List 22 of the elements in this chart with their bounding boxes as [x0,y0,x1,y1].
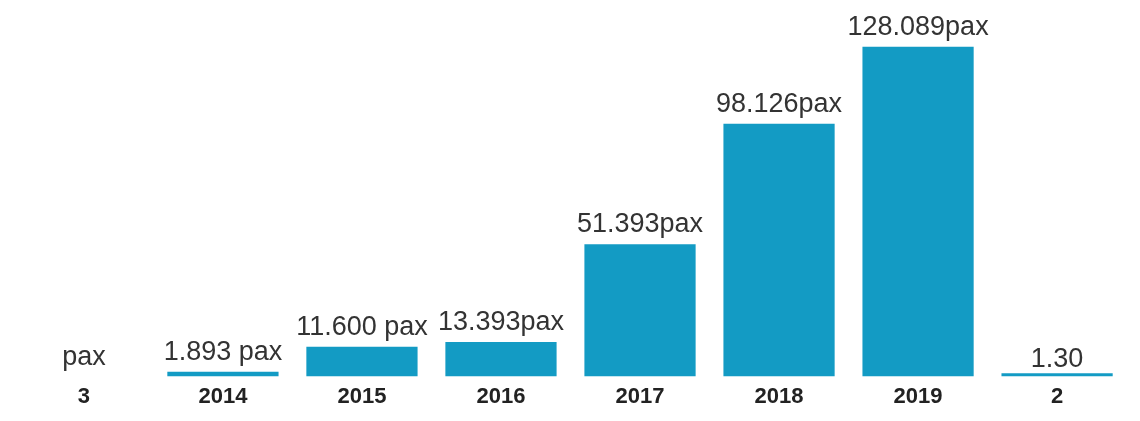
bar [306,346,418,377]
data-label: 1.30 [1030,343,1084,374]
data-label: 51.393pax [576,208,704,239]
x-tick-label: 2015 [337,382,387,408]
x-tick-label: 3 [77,382,91,408]
data-label: 1.893 pax [163,335,283,366]
bar [1001,373,1113,377]
data-label: 11.600 pax [296,310,429,341]
bar [862,46,974,377]
x-tick-label: 2017 [615,382,665,408]
bar [723,123,835,377]
x-tick-label: 2 [1050,382,1064,408]
data-label: 13.393pax [437,306,565,337]
data-label: 128.089pax [847,10,990,41]
data-label: 98.126pax [715,87,843,118]
x-tick-label: 2014 [198,382,249,408]
bar [445,342,557,377]
x-tick-label: 2019 [893,382,943,408]
bar [584,244,696,377]
text: pax [62,340,106,371]
x-tick-label: 2018 [754,382,804,408]
x-tick-label: 2016 [476,382,526,408]
